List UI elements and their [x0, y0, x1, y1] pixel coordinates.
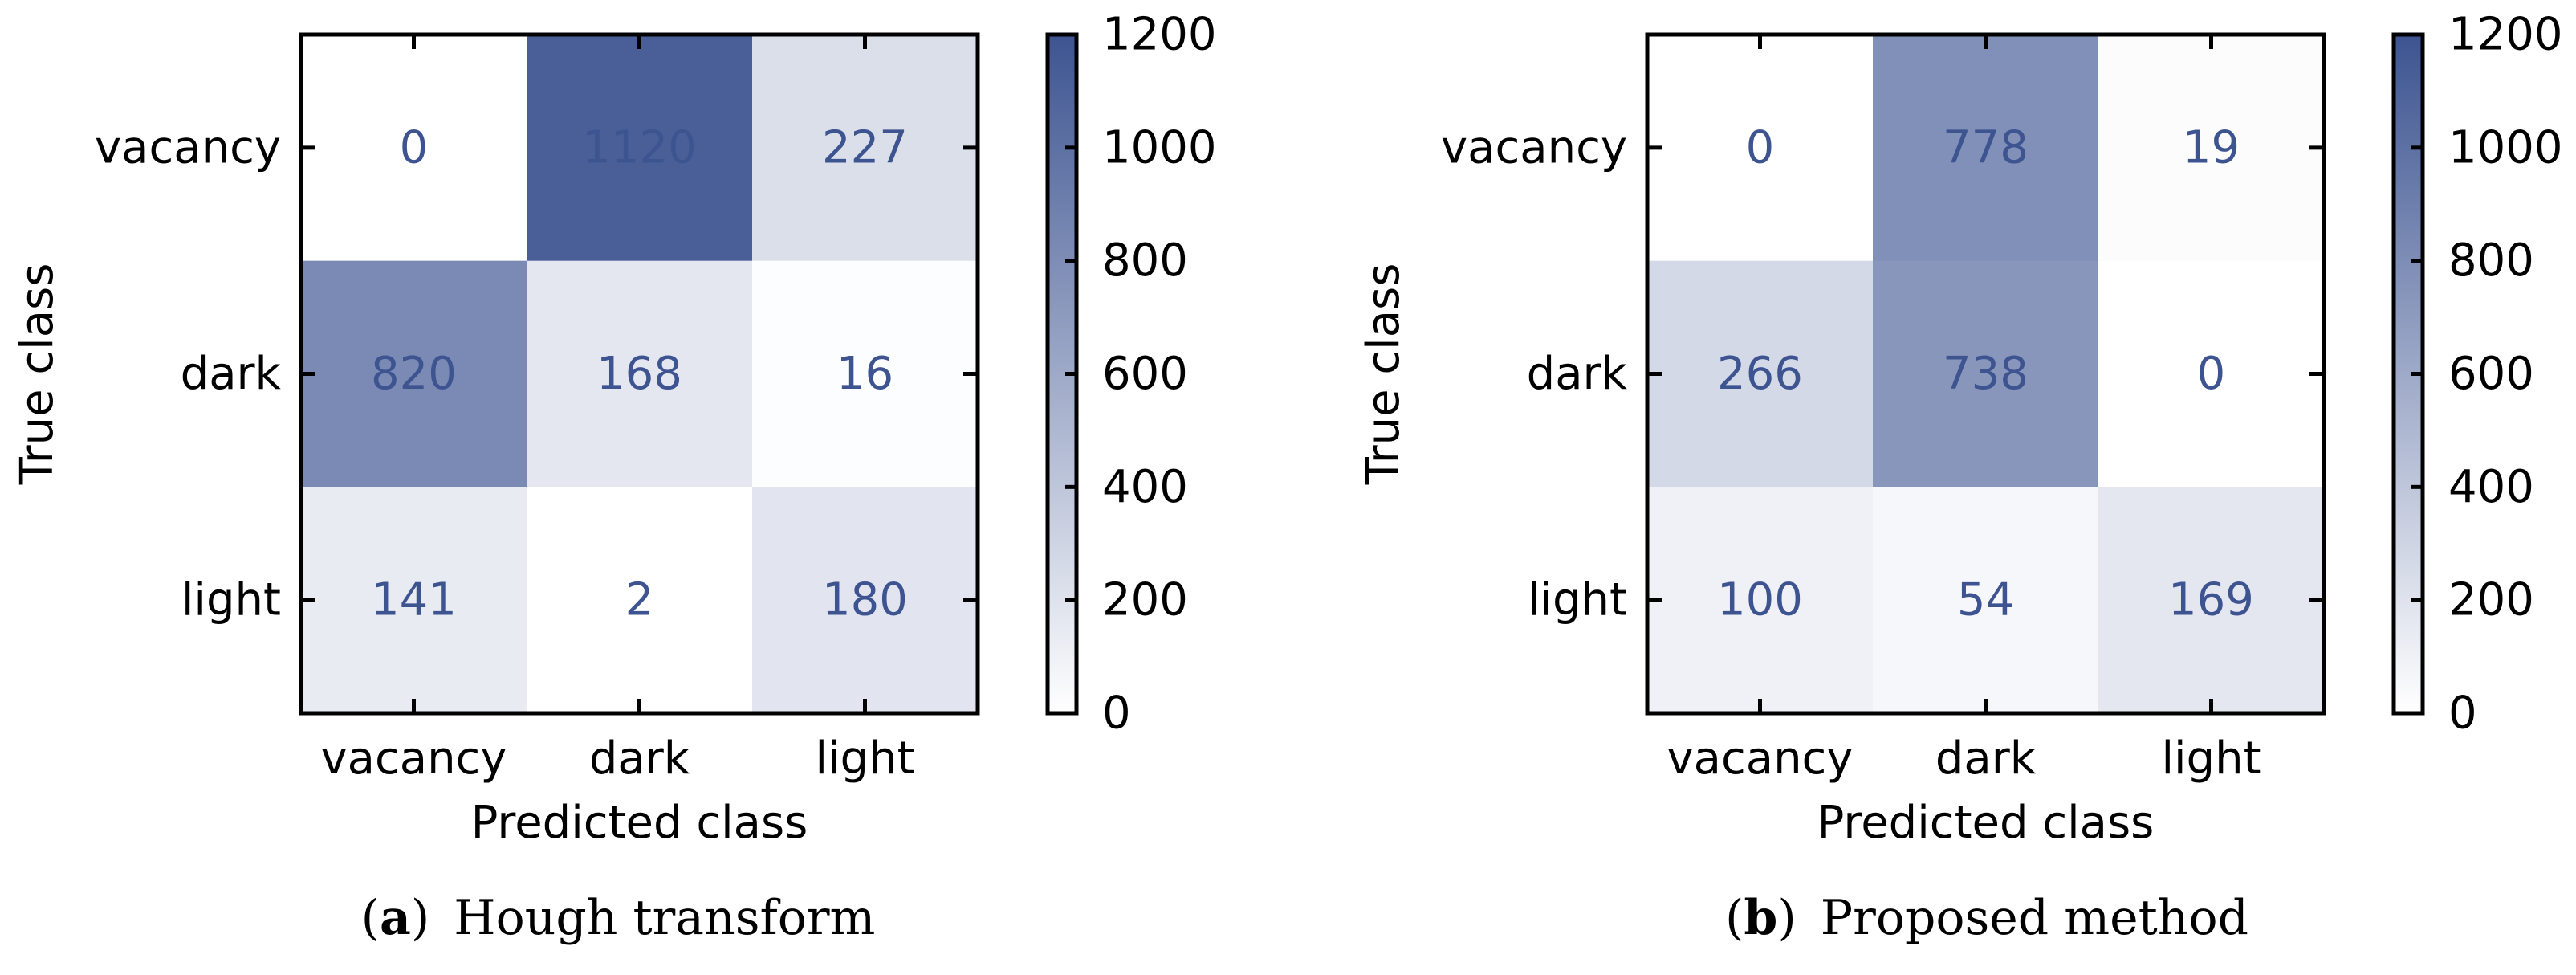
subfigure-caption: (a) Hough transform	[361, 890, 876, 946]
colorbar-tick-label: 200	[2448, 574, 2534, 626]
colorbar-tick-label: 0	[1102, 687, 1131, 740]
heatmap-cell	[1873, 487, 2099, 714]
cell-value-label: 169	[2168, 574, 2254, 626]
cell-value-label: 19	[2183, 121, 2240, 173]
caption-letter: b	[1744, 890, 1777, 946]
cell-value-label: 0	[400, 121, 429, 173]
colorbar-tick-label: 1200	[1102, 9, 1217, 61]
heatmap-cell	[1647, 35, 1874, 262]
colorbar-tick-label: 600	[1102, 348, 1188, 400]
colorbar-tick-label: 400	[2448, 461, 2534, 513]
cell-value-label: 168	[596, 348, 682, 400]
x-tick-label: light	[815, 732, 914, 785]
cell-value-label: 266	[1717, 348, 1803, 400]
heatmap-cell	[752, 35, 979, 262]
subfigure-caption: (b) Proposed method	[1725, 890, 2248, 946]
heatmap-cell	[301, 487, 527, 714]
heatmap-cell	[752, 487, 979, 714]
y-tick-label: light	[1528, 574, 1627, 626]
caption-paren-open: (	[1725, 890, 1744, 946]
colorbar-tick-label: 1000	[1102, 121, 1217, 173]
chart-panel-b: 0 778 19 266 738 0 100 54 169 vacancy dark light vac…	[1357, 9, 2563, 947]
heatmap-cell	[752, 260, 979, 488]
cell-value-label: 778	[1943, 121, 2029, 173]
colorbar-tick-label: 600	[2448, 348, 2534, 400]
y-axis-label: True class	[1357, 263, 1410, 486]
heatmap-cell	[301, 35, 527, 262]
heatmap-cell	[527, 35, 753, 262]
x-axis-label: Predicted class	[1817, 797, 2155, 849]
colorbar-tick-label: 0	[2448, 687, 2477, 740]
y-tick-label: vacancy	[1441, 121, 1627, 173]
x-tick-label: dark	[1935, 732, 2037, 785]
y-tick-label: light	[181, 574, 281, 626]
x-tick-label: vacancy	[1667, 732, 1854, 785]
y-tick-label: dark	[181, 348, 282, 400]
y-tick-label: dark	[1527, 348, 1628, 400]
colorbar-tick-label: 1000	[2448, 121, 2563, 173]
cell-value-label: 227	[822, 121, 908, 173]
cell-value-label: 54	[1957, 574, 2014, 626]
x-tick-label: vacancy	[321, 732, 507, 785]
heatmap-cell	[2098, 487, 2325, 714]
cell-value-label: 820	[371, 348, 457, 400]
heatmap-cell	[2098, 35, 2325, 262]
caption-text: Hough transform	[454, 890, 875, 946]
heatmap-cell	[1647, 487, 1874, 714]
caption-text: Proposed method	[1821, 890, 2248, 946]
heatmap-cell	[527, 260, 753, 488]
heatmap-cell	[1873, 35, 2099, 262]
x-tick-label: dark	[589, 732, 690, 785]
heatmap-cell	[1873, 260, 2099, 488]
cell-value-label: 738	[1943, 348, 2029, 400]
cell-value-label: 180	[822, 574, 908, 626]
x-tick-label: light	[2161, 732, 2261, 785]
cell-value-label: 141	[371, 574, 457, 626]
colorbar-tick-label: 800	[1102, 235, 1188, 287]
colorbar-tick-label: 1200	[2448, 9, 2563, 61]
cell-value-label: 100	[1717, 574, 1803, 626]
cell-value-label: 0	[2197, 348, 2226, 400]
caption-letter: a	[380, 890, 411, 946]
heatmap-cell	[1647, 260, 1874, 488]
cell-value-label: 1120	[582, 121, 697, 173]
caption-paren-close: )	[1777, 890, 1820, 946]
cell-value-label: 2	[625, 574, 654, 626]
caption-paren-close: )	[411, 890, 454, 946]
chart-panel-a: 0 1120 227 820 168 16 141 2 180 vacancy dark light v…	[11, 9, 1217, 947]
caption-paren-open: (	[361, 890, 380, 946]
colorbar-tick-label: 400	[1102, 461, 1188, 513]
cell-value-label: 0	[1746, 121, 1775, 173]
heatmap-cell	[527, 487, 753, 714]
y-tick-label: vacancy	[95, 121, 281, 173]
x-axis-label: Predicted class	[471, 797, 808, 849]
heatmap-cell	[301, 260, 527, 488]
heatmap-cell	[2098, 260, 2325, 488]
y-axis-label: True class	[11, 263, 63, 486]
colorbar-tick-label: 800	[2448, 235, 2534, 287]
cell-value-label: 16	[836, 348, 893, 400]
colorbar-tick-label: 200	[1102, 574, 1188, 626]
